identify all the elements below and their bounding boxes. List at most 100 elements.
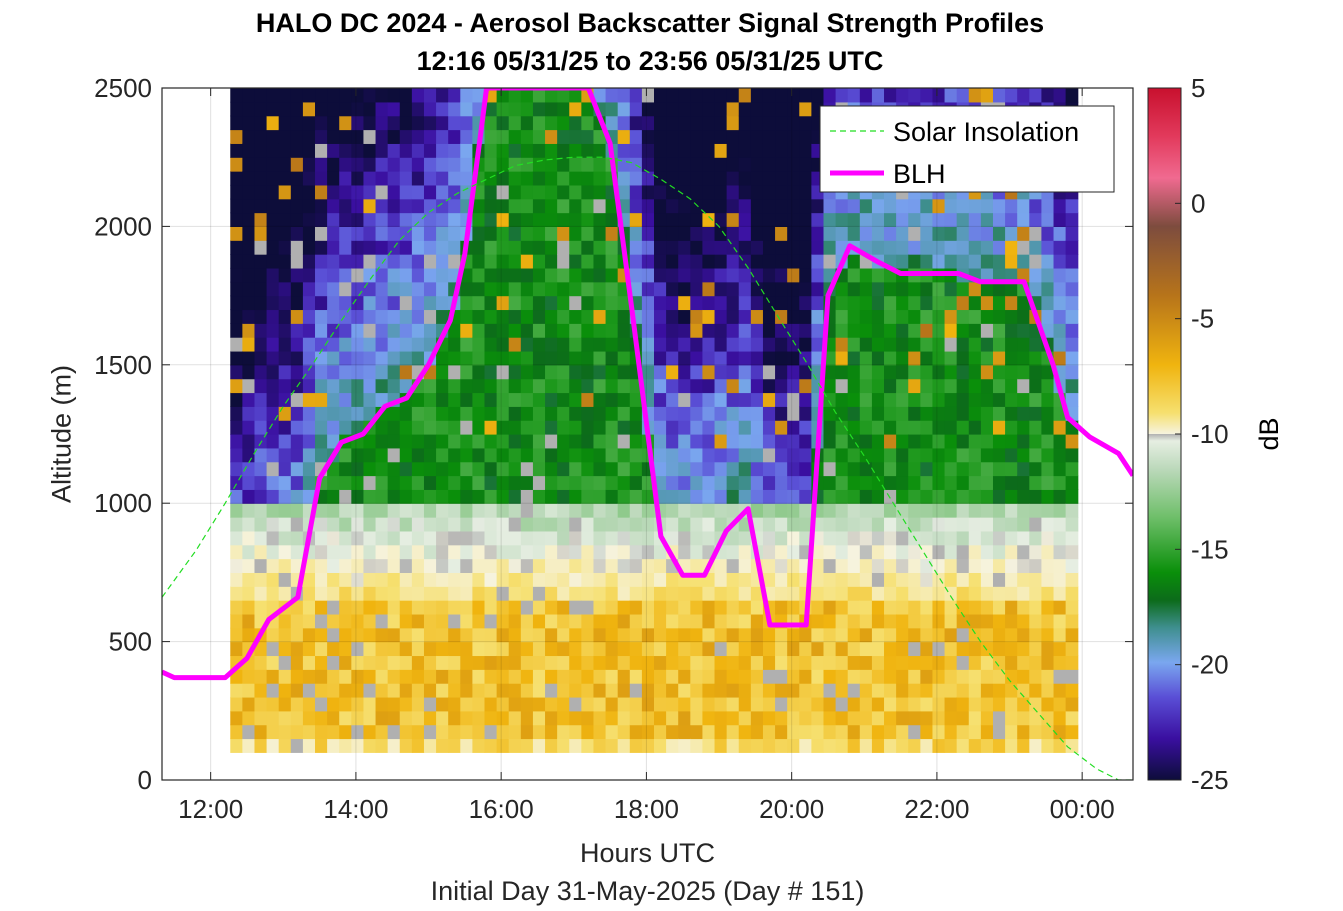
heatmap-cell: [545, 669, 558, 684]
heatmap-cell: [884, 88, 897, 103]
heatmap-cell: [980, 240, 994, 255]
heatmap-cell: [896, 254, 909, 269]
heatmap-cell: [908, 558, 921, 573]
heatmap-cell: [387, 724, 401, 740]
heatmap-cell: [847, 447, 861, 463]
heatmap-cell: [835, 600, 849, 615]
heatmap-cell: [339, 309, 352, 324]
heatmap-cell: [980, 198, 994, 214]
heatmap-cell: [871, 475, 885, 490]
heatmap-cell: [411, 434, 425, 449]
heatmap-cell: [411, 447, 425, 463]
heatmap-cell: [520, 710, 534, 726]
heatmap-cell: [1005, 281, 1018, 297]
heatmap-cell: [871, 337, 885, 352]
heatmap-cell: [327, 129, 340, 144]
heatmap-cell: [484, 683, 498, 698]
heatmap-cell: [472, 530, 486, 546]
heatmap-cell: [436, 406, 449, 421]
heatmap-cell: [896, 641, 909, 657]
heatmap-cell: [302, 309, 316, 324]
heatmap-cell: [1005, 212, 1018, 227]
heatmap-cell: [920, 240, 934, 255]
legend-box: [819, 105, 1115, 193]
heatmap-cell: [714, 240, 728, 255]
heatmap-cell: [242, 558, 256, 573]
heatmap-cell: [629, 710, 643, 726]
heatmap-cell: [448, 212, 461, 227]
heatmap-cell: [569, 696, 582, 712]
heatmap-cell: [666, 88, 679, 103]
heatmap-cell: [629, 600, 643, 615]
heatmap-cell: [230, 724, 243, 740]
heatmap-cell: [956, 406, 970, 421]
heatmap-cell: [714, 267, 728, 283]
heatmap-cell: [799, 350, 812, 366]
heatmap-cell: [956, 517, 970, 532]
heatmap-cell: [327, 143, 340, 158]
heatmap-cell: [629, 530, 643, 546]
heatmap-cell: [678, 420, 691, 435]
heatmap-cell: [968, 738, 982, 753]
heatmap-cell: [557, 475, 570, 490]
heatmap-cell: [290, 240, 304, 255]
heatmap-cell: [315, 517, 328, 532]
heatmap-cell: [775, 447, 788, 463]
heatmap-cell: [908, 240, 921, 255]
heatmap-cell: [581, 392, 595, 407]
heatmap-cell: [508, 157, 522, 172]
heatmap-cell: [678, 88, 691, 103]
heatmap-cell: [351, 447, 365, 463]
heatmap-cell: [484, 171, 498, 186]
heatmap-cell: [302, 129, 316, 144]
heatmap-cell: [290, 198, 304, 214]
heatmap-cell: [653, 171, 667, 186]
heatmap-cell: [496, 101, 510, 117]
heatmap-cell: [944, 530, 958, 546]
heatmap-cell: [266, 115, 280, 131]
heatmap-cell: [242, 738, 256, 753]
heatmap-cell: [315, 392, 328, 407]
heatmap-cell: [896, 447, 909, 463]
heatmap-cell: [496, 489, 510, 504]
heatmap-cell: [532, 572, 546, 587]
heatmap-cell: [387, 489, 401, 504]
heatmap-cell: [1005, 392, 1018, 407]
heatmap-cell: [629, 143, 643, 158]
heatmap-cell: [557, 406, 570, 421]
heatmap-cell: [339, 378, 352, 394]
heatmap-cell: [811, 696, 825, 712]
heatmap-cell: [230, 115, 243, 131]
heatmap-cell: [859, 392, 873, 407]
heatmap-cell: [387, 447, 401, 463]
heatmap-cell: [678, 600, 691, 615]
heatmap-cell: [496, 641, 510, 657]
heatmap-cell: [411, 337, 425, 352]
heatmap-cell: [581, 378, 595, 394]
heatmap-cell: [617, 683, 631, 698]
heatmap-cell: [411, 267, 425, 283]
heatmap-cell: [702, 198, 716, 214]
heatmap-cell: [593, 240, 607, 255]
heatmap-cell: [823, 627, 837, 643]
heatmap-cell: [569, 475, 582, 490]
heatmap-cell: [787, 641, 800, 657]
heatmap-cell: [871, 434, 885, 449]
heatmap-cell: [484, 267, 498, 283]
heatmap-cell: [436, 475, 449, 490]
heatmap-cell: [484, 503, 498, 518]
heatmap-cell: [811, 641, 825, 657]
heatmap-cell: [508, 198, 522, 214]
heatmap-cell: [617, 655, 631, 670]
heatmap-cell: [569, 240, 582, 255]
heatmap-cell: [387, 503, 401, 518]
heatmap-cell: [1065, 655, 1079, 670]
heatmap-cell: [230, 641, 243, 657]
heatmap-cell: [605, 683, 619, 698]
heatmap-cell: [351, 669, 365, 684]
heatmap-cell: [1041, 517, 1055, 532]
heatmap-cell: [956, 683, 970, 698]
heatmap-cell: [1041, 226, 1055, 241]
heatmap-cell: [884, 392, 897, 407]
heatmap-cell: [399, 295, 413, 311]
